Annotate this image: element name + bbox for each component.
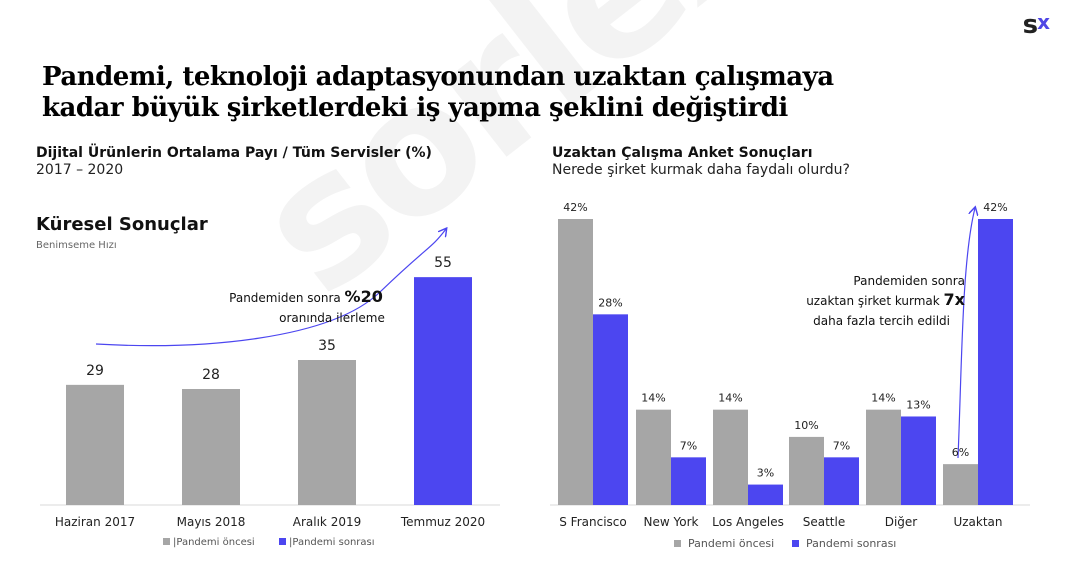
right-legend-before: Pandemi öncesi [688,537,774,550]
right-bar-before-0 [558,219,593,505]
right-legend: Pandemi öncesi Pandemi sonrası [674,537,896,550]
right-bar-value-label: 42% [983,201,1007,214]
right-category-label: New York [644,515,699,529]
right-bar-after-4 [901,416,936,505]
right-annotation-line-3: daha fazla tercih edildi [813,314,950,328]
left-legend: |Pandemi öncesi |Pandemi sonrası [163,537,375,548]
adoption-rate-label: Benimseme Hızı [36,240,117,251]
right-bar-value-label: 7% [680,439,697,452]
right-bar-value-label: 13% [906,398,930,411]
right-bar-after-5 [978,219,1013,505]
right-bar-after-1 [671,457,706,505]
right-category-label: Uzaktan [953,515,1002,529]
right-category-label: Seattle [803,515,845,529]
right-annotation-line-1: Pandemiden sonra [853,274,965,288]
right-bar-value-label: 7% [833,439,850,452]
right-bar-after-2 [748,484,783,505]
right-chart-subtitle: Uzaktan Çalışma Anket Sonuçları [552,145,813,161]
right-trend-arrow [957,208,975,459]
left-chart-years: 2017 – 2020 [36,162,124,178]
right-bar-before-5 [943,464,978,505]
legend-swatch-before [674,540,681,547]
left-category-label: Mayıs 2018 [177,515,246,529]
right-bar-value-label: 6% [952,446,969,459]
left-bar-value-label: 55 [434,255,452,271]
headline-line-2: kadar büyük şirketlerdeki iş yapma şekli… [42,93,788,123]
right-bar-before-2 [713,409,748,505]
global-results-title: Küresel Sonuçlar [36,214,208,235]
left-bar-1 [182,389,240,505]
left-category-label: Temmuz 2020 [400,515,485,529]
left-bar-value-label: 28 [202,367,220,383]
right-bar-value-label: 3% [757,467,774,480]
left-bar-3 [414,277,472,505]
legend-swatch-before [163,538,170,545]
right-bar-value-label: 28% [598,296,622,309]
left-category-label: Aralık 2019 [293,515,361,529]
left-annotation-line-1: Pandemiden sonra %20 [229,287,383,306]
right-category-label: Los Angeles [712,515,784,529]
legend-swatch-after [279,538,286,545]
right-chart-question: Nerede şirket kurmak daha faydalı olurdu… [552,162,850,178]
headline: Pandemi, teknoloji adaptasyonundan uzakt… [42,62,1002,124]
left-legend-before: |Pandemi öncesi [173,537,255,548]
right-annotation-line-2: uzaktan şirket kurmak 7x [806,290,965,309]
brand-logo: sx [1022,10,1050,40]
right-bar-before-1 [636,409,671,505]
left-bar-value-label: 35 [318,338,336,354]
left-trend-arrow [95,229,446,347]
right-bar-value-label: 14% [641,392,665,405]
left-legend-after: |Pandemi sonrası [289,537,375,548]
left-bar-0 [66,384,124,505]
right-bar-value-label: 14% [718,392,742,405]
right-bar-after-0 [593,314,628,505]
right-bar-before-4 [866,409,901,505]
right-bar-value-label: 14% [871,392,895,405]
left-category-label: Haziran 2017 [55,515,135,529]
left-chart-subtitle: Dijital Ürünlerin Ortalama Payı / Tüm Se… [36,145,432,161]
right-category-label: Diğer [885,515,918,529]
right-bar-before-3 [789,436,824,505]
left-annotation-line-2: oranında ilerleme [279,311,385,325]
right-category-label: S Francisco [559,515,626,529]
right-bar-after-3 [824,457,859,505]
right-legend-after: Pandemi sonrası [806,537,896,550]
right-bar-value-label: 42% [563,201,587,214]
right-bar-value-label: 10% [794,419,818,432]
headline-line-1: Pandemi, teknoloji adaptasyonundan uzakt… [42,62,834,92]
left-bar-value-label: 29 [86,363,104,379]
legend-swatch-after [792,540,799,547]
left-bar-2 [298,360,356,505]
